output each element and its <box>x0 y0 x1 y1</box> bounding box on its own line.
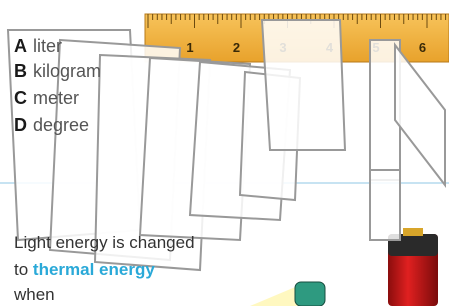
answer-letter: A <box>14 36 27 56</box>
ruler-label: 6 <box>419 40 426 55</box>
answer-text: liter <box>33 36 62 56</box>
highlight-term: thermal energy <box>33 260 155 279</box>
page: 123456 Aliter Bkilogram Cmeter Ddegree L… <box>0 0 449 306</box>
answer-text: degree <box>33 115 89 135</box>
answer-letter: C <box>14 88 27 108</box>
answer-letter: B <box>14 61 27 81</box>
answer-text: kilogram <box>33 61 101 81</box>
ruler-label: 1 <box>186 40 193 55</box>
passage-text: to <box>14 260 28 279</box>
ruler-label: 2 <box>233 40 240 55</box>
answer-letter: D <box>14 115 27 135</box>
answer-text: meter <box>33 88 79 108</box>
battery-cap <box>403 228 423 236</box>
passage-line: to thermal energy <box>14 260 155 280</box>
passage-line: when <box>14 285 55 305</box>
flashlight <box>295 282 325 306</box>
passage-line: Light energy is changed <box>14 233 195 253</box>
